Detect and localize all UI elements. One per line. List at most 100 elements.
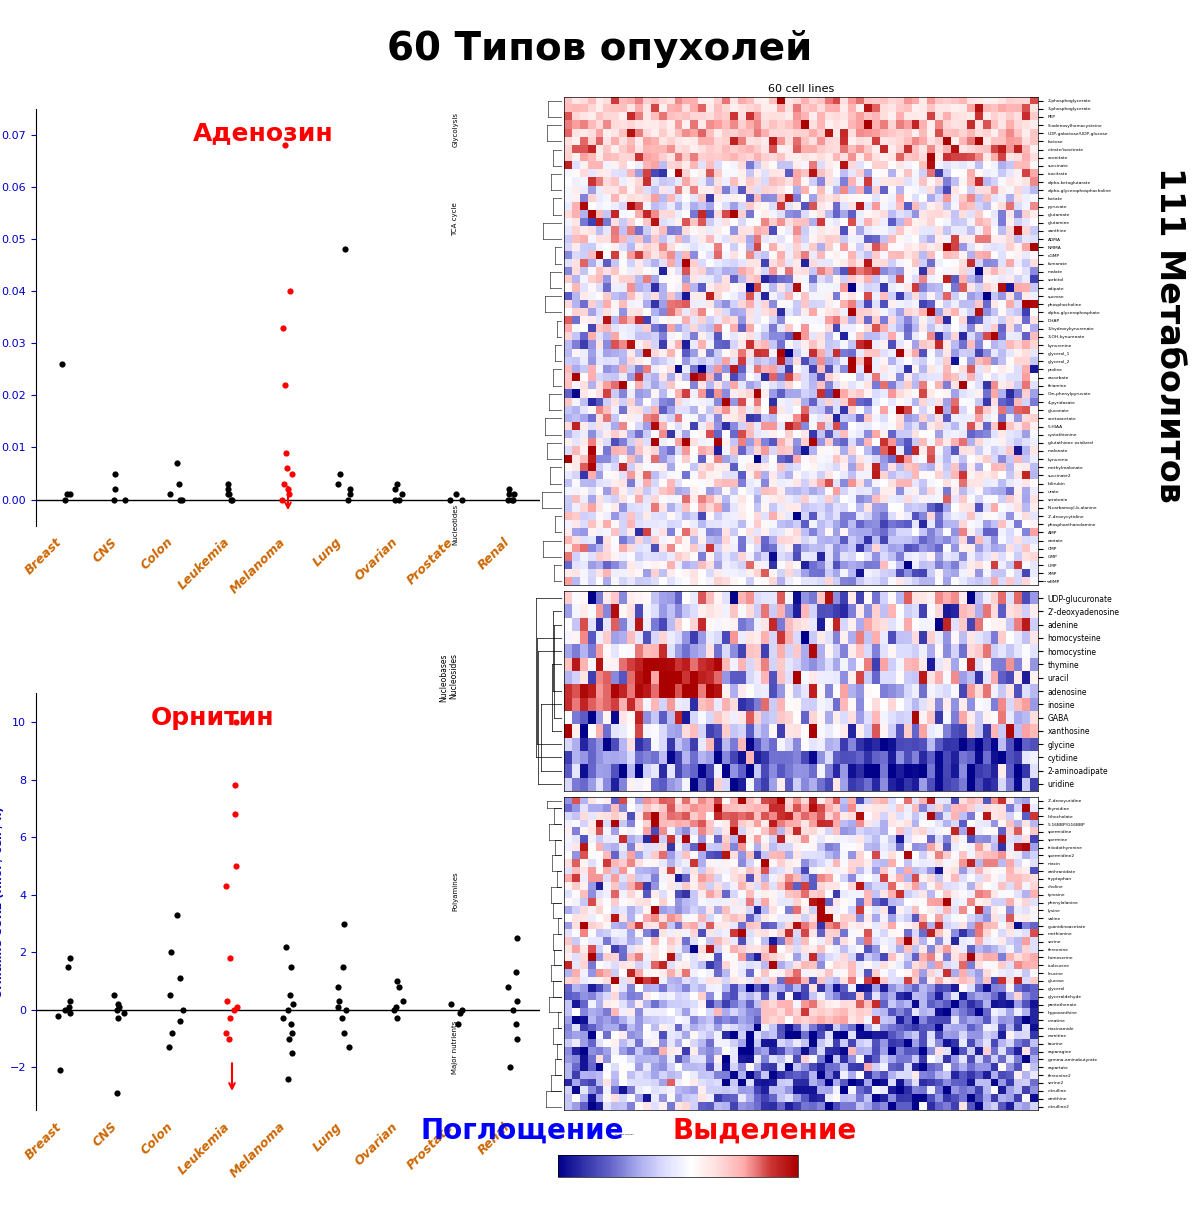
Text: Аденозин: Аденозин: [192, 121, 334, 145]
Point: [506, 963, 526, 982]
Point: [336, 240, 355, 260]
Point: [330, 463, 349, 483]
Point: [278, 479, 298, 498]
Point: [278, 1069, 298, 1089]
Point: [227, 712, 246, 731]
Point: [503, 490, 522, 509]
Point: [334, 957, 353, 976]
Point: [173, 490, 192, 509]
Point: [388, 474, 407, 494]
Point: [452, 1001, 472, 1020]
Point: [508, 928, 527, 947]
Point: [162, 943, 181, 962]
Point: [508, 1028, 527, 1048]
Point: [170, 1011, 190, 1031]
Point: [500, 485, 520, 505]
Point: [446, 485, 466, 505]
Point: [282, 957, 301, 976]
Point: [498, 978, 517, 997]
Point: [336, 1001, 355, 1020]
Point: [218, 485, 238, 505]
Text: TCA cycle: TCA cycle: [452, 202, 458, 235]
Point: [499, 479, 518, 498]
Point: [161, 986, 180, 1005]
Text: Glycolysis: Glycolysis: [452, 112, 458, 146]
Point: [389, 978, 408, 997]
Point: [394, 991, 413, 1010]
Point: [276, 937, 295, 956]
Point: [49, 1005, 68, 1025]
Point: [508, 991, 527, 1010]
Point: [282, 1043, 301, 1062]
Text: Выделение: Выделение: [672, 1116, 857, 1145]
Text: Major nutrients: Major nutrients: [452, 1021, 458, 1074]
Point: [503, 490, 522, 509]
Point: [216, 1024, 235, 1043]
Point: [60, 1003, 79, 1022]
Point: [388, 1009, 407, 1028]
Point: [106, 479, 125, 498]
Point: [506, 1015, 526, 1034]
Point: [390, 490, 409, 509]
Point: [328, 997, 347, 1016]
Point: [442, 995, 461, 1014]
Point: [278, 459, 298, 478]
Point: [104, 490, 124, 509]
Point: [106, 463, 125, 483]
Point: [450, 1003, 469, 1022]
Point: [278, 1001, 298, 1020]
Point: [108, 995, 127, 1014]
Point: [55, 1001, 74, 1020]
Point: [500, 1057, 520, 1077]
Point: [220, 1009, 239, 1028]
Point: [276, 135, 295, 154]
Point: [60, 997, 79, 1016]
Point: [108, 1009, 127, 1028]
Point: [282, 1024, 301, 1043]
Point: [53, 355, 72, 374]
Point: [220, 485, 239, 505]
Point: [162, 1024, 181, 1043]
Point: [160, 1038, 179, 1057]
Title: 60 cell lines: 60 cell lines: [768, 84, 834, 94]
Point: [170, 968, 190, 987]
Point: [221, 949, 240, 968]
Point: [115, 490, 134, 509]
Point: [341, 479, 360, 498]
Point: [220, 1028, 239, 1048]
Point: [160, 485, 179, 505]
Point: [280, 1028, 299, 1048]
Point: [283, 995, 302, 1014]
Point: [50, 1061, 70, 1080]
Point: [168, 454, 187, 473]
Point: [340, 1038, 359, 1057]
Point: [104, 986, 124, 1005]
Point: [226, 856, 245, 875]
Point: [61, 949, 80, 968]
Point: [170, 490, 190, 509]
Point: [281, 1015, 300, 1034]
Point: [107, 1001, 126, 1020]
Point: [282, 463, 301, 483]
Point: [276, 375, 295, 395]
Point: [173, 1001, 192, 1020]
Text: 60 Типов опухолей: 60 Типов опухолей: [388, 30, 812, 68]
Y-axis label: Ornithine CORE (fmol / cell / h): Ornithine CORE (fmol / cell / h): [0, 806, 5, 998]
Point: [452, 490, 472, 509]
Point: [277, 443, 296, 462]
Point: [332, 1009, 352, 1028]
Point: [385, 1001, 404, 1020]
Point: [329, 474, 348, 494]
Point: [167, 905, 186, 925]
Point: [58, 485, 77, 505]
Point: [226, 776, 245, 795]
Point: [272, 490, 292, 509]
Point: [115, 1003, 134, 1022]
Point: [224, 1001, 244, 1020]
Point: [227, 997, 246, 1016]
Text: Орнитин: Орнитин: [150, 706, 275, 730]
Point: [338, 490, 358, 509]
Point: [218, 479, 238, 498]
Point: [504, 485, 523, 505]
Point: [280, 485, 299, 505]
